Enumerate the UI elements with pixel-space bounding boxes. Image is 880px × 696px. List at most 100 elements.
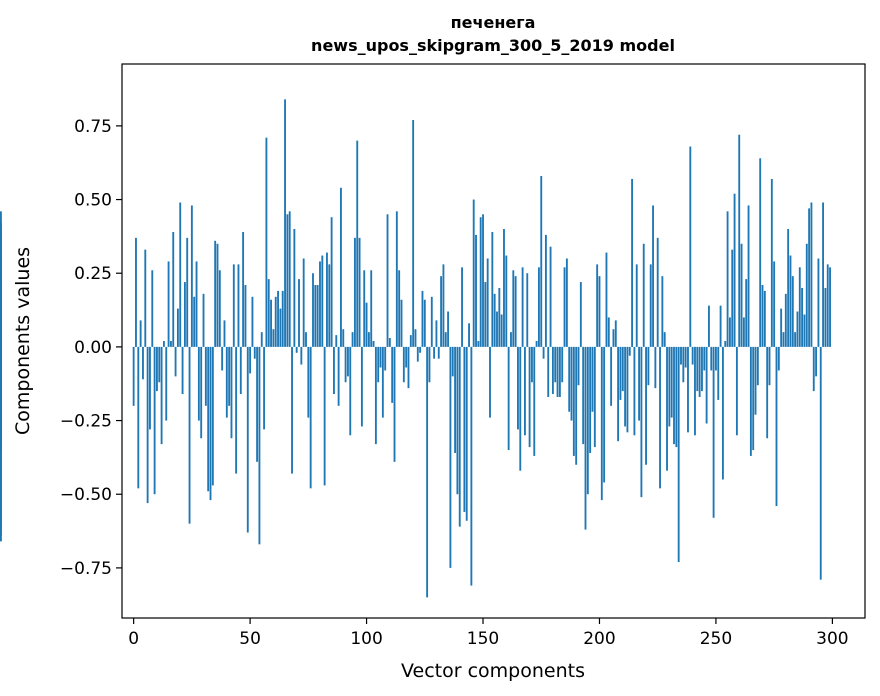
bar (302, 258, 305, 347)
bar (409, 335, 412, 347)
bar (593, 346, 596, 448)
bar (770, 178, 773, 347)
x-tick-label: 300 (816, 629, 848, 649)
bar (687, 346, 689, 433)
bar (824, 287, 827, 347)
bar (258, 346, 261, 545)
bar (430, 296, 433, 347)
bar (395, 211, 398, 347)
bar (232, 264, 235, 347)
bar (423, 299, 426, 347)
bar (412, 119, 415, 347)
bar (498, 287, 501, 347)
bar (689, 146, 692, 347)
bar (812, 346, 815, 392)
bar (449, 346, 452, 568)
bar (773, 261, 776, 347)
bar (745, 279, 748, 347)
bar (328, 264, 331, 347)
bar (719, 305, 722, 347)
bar (710, 346, 713, 371)
bar (668, 346, 671, 427)
bar (246, 346, 249, 533)
bar (680, 346, 682, 365)
bar (817, 258, 820, 347)
bar (251, 296, 254, 347)
bar (414, 329, 417, 347)
bar (181, 346, 184, 395)
bar (542, 346, 545, 359)
bar (798, 267, 801, 347)
bar (626, 346, 629, 433)
bar (819, 346, 822, 580)
bar (570, 346, 573, 421)
bar (673, 346, 675, 445)
x-axis-ticks: 0 50 100 150 200 250 300 (128, 618, 849, 649)
bar (747, 205, 750, 347)
bar (465, 346, 468, 521)
bar (374, 346, 377, 445)
bar (496, 311, 498, 347)
bar (307, 346, 310, 418)
bar (239, 346, 242, 395)
bar (151, 270, 154, 347)
bar (286, 214, 289, 347)
bar (288, 211, 291, 347)
bar (188, 346, 191, 524)
bar (475, 234, 477, 347)
bar (472, 199, 475, 347)
bar (186, 237, 189, 347)
bar (193, 296, 196, 347)
bar (808, 208, 811, 347)
bar (691, 346, 694, 365)
y-tick-label: −0.25 (60, 412, 112, 432)
bar (731, 249, 734, 347)
bar (517, 346, 519, 430)
bar (631, 178, 634, 347)
bar (402, 346, 405, 383)
bar (728, 317, 731, 347)
bar (344, 346, 347, 383)
x-axis-label: Vector components (401, 660, 585, 682)
bar (386, 214, 389, 347)
bar (754, 346, 757, 415)
bar (526, 273, 529, 347)
bar (659, 346, 661, 489)
bar (640, 346, 643, 498)
bar (598, 276, 601, 347)
bar (670, 346, 673, 418)
bar (416, 346, 419, 362)
bar (300, 346, 303, 365)
bar (295, 346, 298, 353)
bar (388, 338, 391, 347)
bar (437, 346, 440, 359)
bar (617, 346, 620, 442)
bar (789, 255, 792, 347)
bar (577, 346, 580, 386)
bar (442, 264, 445, 347)
bar (214, 240, 217, 347)
bar (456, 346, 459, 495)
bar (351, 332, 354, 347)
bar (787, 229, 790, 347)
bar (326, 252, 328, 347)
bar (589, 346, 592, 453)
bar (440, 276, 443, 347)
bar (486, 258, 489, 347)
bar (568, 346, 571, 412)
bar (591, 346, 594, 412)
bar (619, 346, 622, 400)
bar (694, 346, 696, 436)
bar (507, 346, 510, 451)
bar (216, 243, 219, 347)
bar (435, 320, 438, 347)
bar (381, 346, 384, 418)
bar (514, 276, 517, 347)
bar (477, 341, 480, 347)
bar (211, 346, 214, 486)
bar (298, 279, 300, 347)
bar (393, 346, 396, 462)
bar (160, 346, 163, 445)
x-tick-label: 200 (583, 629, 615, 649)
